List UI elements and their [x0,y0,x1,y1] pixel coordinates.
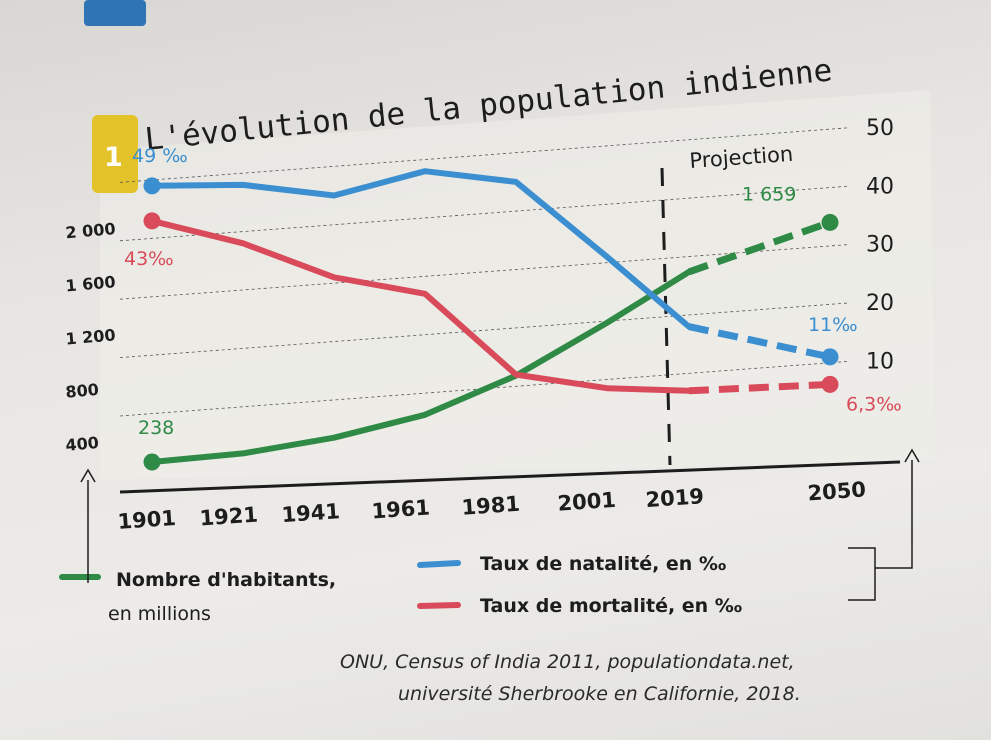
left-tick-label: 800 [65,380,100,402]
legend-sub-population: en millions [108,603,211,625]
natalite-line-start-label: 49 ‰ [132,145,188,167]
mortalite-line-end-point [821,375,839,393]
natalite-line-projection [688,323,831,361]
legend-label-mortalite: Taux de mortalité, en ‰ [480,595,742,617]
legend-swatch-natalite [417,560,461,568]
labels: 238 1 659 49 ‰ 11‰ 43‰ 6,3‰ [124,145,902,439]
left-axis-arrow [80,468,96,483]
x-tick-label: 1981 [461,492,521,520]
gridline [119,302,851,358]
population-line-end-point [821,213,839,231]
legend-label-population: Nombre d'habitants, [116,569,336,591]
right-tick-label: 50 [866,116,894,141]
natalite-line-end-label: 11‰ [808,314,858,336]
left-tick-label: 400 [65,433,100,455]
legend-bracket [848,547,876,601]
x-tick-label: 1941 [281,499,341,527]
top-tab-decoration [84,0,146,26]
right-axis-arrow [904,448,920,463]
right-axis-pointer [875,460,913,569]
mortalite-line-start-label: 43‰ [124,248,174,270]
source-line-2: université Sherbrooke en Californie, 201… [398,683,801,705]
source-line-1: ONU, Census of India 2011, populationdat… [340,651,795,673]
right-tick-label: 40 [866,174,894,199]
natalite-line-end-point [821,348,839,366]
natalite-line-start-point [143,177,161,195]
chart-card [100,90,935,480]
right-tick-label: 20 [866,291,894,316]
right-tick-label: 30 [866,233,894,258]
population-line-end-label: 1 659 [742,183,796,205]
x-tick-label: 1901 [117,506,177,534]
mortalite-line-start-point [143,212,161,230]
series-layer [143,168,839,471]
population-line-start-point [143,453,161,471]
legend-label-natalite: Taux de natalité, en ‰ [480,553,726,575]
x-tick-label: 2001 [557,488,617,516]
x-tick-label: 2050 [807,477,867,505]
population-line [149,268,692,465]
right-tick-label: 10 [866,350,894,375]
x-tick-label: 1961 [371,495,431,523]
axes: 400 800 1 200 1 600 2 000 10 20 30 40 50 1901 1921 1… [65,116,901,534]
projection-divider [660,167,672,466]
mortalite-line-projection [688,380,831,395]
legend-swatch-mortalite [417,602,461,609]
x-tick-label: 2019 [645,484,705,512]
x-tick-label: 1921 [199,503,259,531]
gridline [119,127,851,183]
figure-number-badge [92,115,138,193]
figure-number: 1 [104,142,123,173]
legend: Nombre d'habitants, en millions Taux de … [59,448,920,625]
population-line-projection [687,219,832,276]
x-axis-line [119,460,901,494]
population-line-start-label: 238 [138,417,174,439]
gridline [119,244,851,300]
natalite-line [149,168,692,330]
mortalite-line [149,217,692,394]
left-tick-label: 2 000 [65,219,117,242]
left-tick-label: 1 200 [65,325,117,348]
gridline [119,185,851,242]
left-tick-label: 1 600 [65,272,117,295]
mortalite-line-end-label: 6,3‰ [846,393,902,415]
